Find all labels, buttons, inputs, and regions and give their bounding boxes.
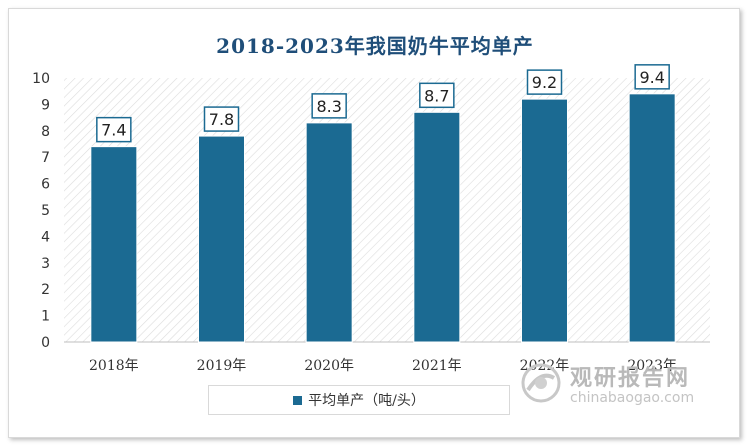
- legend: 平均单产（吨/头）: [208, 385, 510, 415]
- y-tick-label: 10: [32, 71, 50, 87]
- y-tick-label: 1: [41, 309, 50, 325]
- bar-series: [90, 93, 676, 343]
- bar: [198, 135, 245, 343]
- plot-area-background: [64, 78, 710, 342]
- watermark-url: chinabaogao.com: [570, 390, 695, 406]
- bar: [628, 93, 676, 343]
- x-tick-label: 2023年: [627, 358, 677, 374]
- y-tick-label: 7: [41, 150, 50, 166]
- watermark-logo-icon: [521, 363, 561, 403]
- legend-label: 平均单产（吨/头）: [308, 393, 425, 409]
- x-tick-label: 2018年: [89, 358, 139, 374]
- data-labels: 7.4 7.8 8.3 8.7 9.2 9.4: [96, 64, 670, 143]
- y-tick-label: 9: [41, 97, 50, 113]
- data-label-box: [96, 116, 132, 143]
- y-tick-label: 4: [41, 229, 50, 245]
- bar: [90, 146, 138, 343]
- y-tick-label: 6: [41, 177, 50, 193]
- bar: [521, 98, 568, 343]
- bar: [305, 122, 353, 343]
- data-label: 9.4: [639, 68, 664, 87]
- data-label-box: [419, 82, 455, 109]
- watermark: 观研报告网 chinabaogao.com: [520, 360, 720, 410]
- x-tick-label: 2021年: [412, 358, 462, 374]
- data-label: 9.2: [532, 73, 557, 92]
- watermark-name: 观研报告网: [570, 366, 691, 391]
- data-label: 8.3: [316, 97, 341, 116]
- x-tick-label: 2019年: [197, 358, 247, 374]
- y-tick-label: 3: [41, 256, 50, 272]
- chart-title: 2018-2023年我国奶牛平均单产: [216, 34, 534, 58]
- y-tick-label: 8: [41, 124, 50, 140]
- data-label-box: [203, 106, 240, 132]
- x-tick-label: 2020年: [304, 358, 354, 374]
- y-tick-label: 2: [41, 282, 50, 298]
- data-label-box: [634, 64, 670, 90]
- data-label-box: [311, 93, 347, 119]
- data-label-box: [526, 69, 563, 95]
- legend-swatch: [293, 395, 303, 405]
- data-label: 8.7: [424, 86, 449, 105]
- y-tick-label: 5: [41, 203, 50, 219]
- data-label: 7.8: [209, 110, 234, 129]
- y-tick-label: 0: [41, 335, 50, 351]
- bar: [413, 111, 461, 343]
- data-label: 7.4: [101, 121, 126, 140]
- y-axis: 0 1 2 3 4 5 6 7 8 9 10: [32, 71, 50, 351]
